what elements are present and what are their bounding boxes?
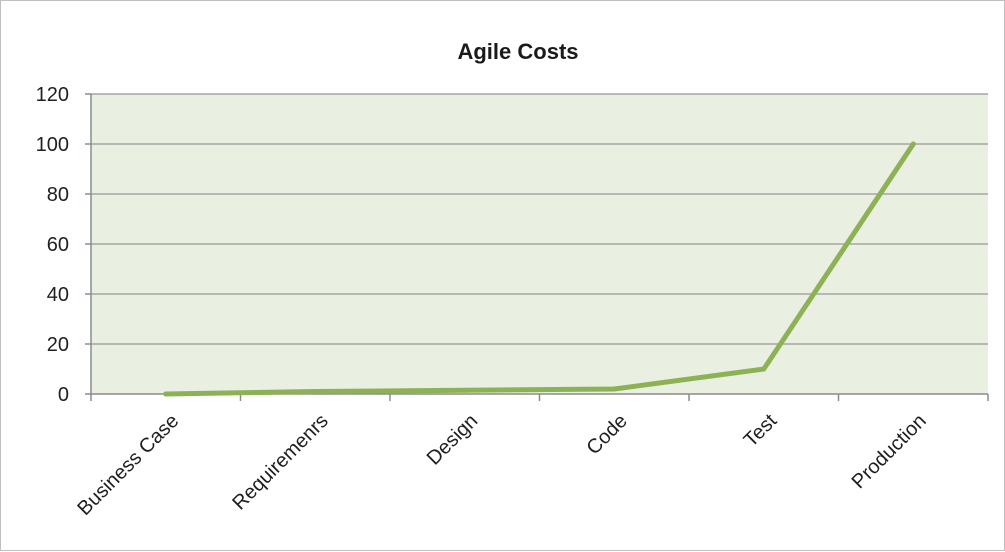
y-tick-label: 0 bbox=[58, 384, 69, 406]
data-point bbox=[462, 387, 468, 393]
x-tick-label: Code bbox=[582, 410, 631, 459]
y-tick-label: 20 bbox=[47, 334, 69, 356]
plot-area: 0 20 40 60 80 100 120 Business Case Requiremenrs… bbox=[36, 84, 989, 520]
series-line bbox=[163, 141, 916, 397]
y-tick-label: 60 bbox=[47, 234, 69, 256]
x-tick-label: Production bbox=[848, 410, 931, 493]
data-point bbox=[312, 389, 318, 394]
y-tick-label: 100 bbox=[36, 134, 69, 156]
data-point bbox=[761, 366, 767, 372]
y-tick-label: 120 bbox=[36, 84, 69, 106]
y-tick-label: 80 bbox=[47, 184, 69, 206]
x-tick-label: Test bbox=[740, 410, 782, 452]
x-tick-label: Design bbox=[423, 410, 483, 470]
data-point bbox=[611, 386, 617, 392]
y-tick-label: 40 bbox=[47, 284, 69, 306]
chart-title: Agile Costs bbox=[457, 39, 578, 64]
data-point bbox=[163, 391, 169, 397]
x-tick-label: Requiremenrs bbox=[228, 410, 332, 514]
x-tick-label: Business Case bbox=[73, 410, 183, 520]
data-point bbox=[910, 141, 916, 147]
